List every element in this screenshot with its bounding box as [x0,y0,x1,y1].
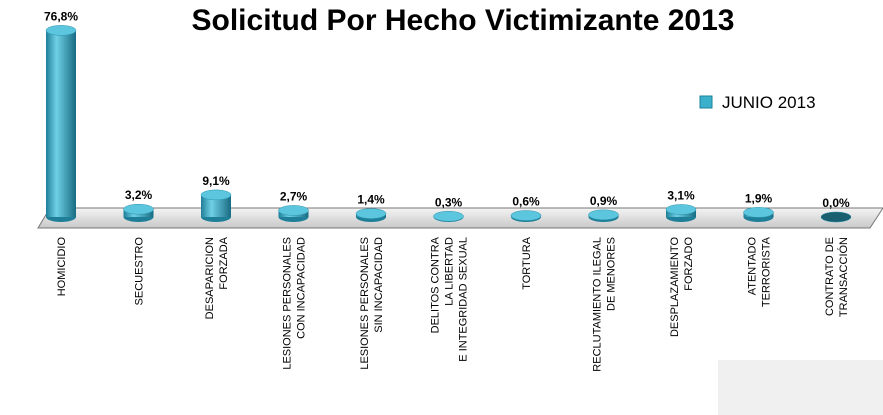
bar [588,209,619,222]
bar [743,207,774,222]
bar [45,25,77,222]
bar-top [743,207,774,218]
x-tick-label: CONTRATO DE [824,237,836,316]
value-label: 1,9% [745,191,773,205]
bar-top [510,210,542,221]
x-tick-label: ATENTADO [747,237,759,296]
x-tick-label: DELITOS CONTRA [430,236,442,333]
value-label: 1,4% [357,193,385,207]
corner-box [718,360,883,415]
value-label: 9,1% [202,174,230,188]
x-tick-label: SIN INCAPACIDAD [373,237,385,333]
value-label: 76,8% [44,9,78,23]
x-tick-label: HOMICIDIO [56,237,68,297]
legend-swatch [699,95,713,109]
x-tick-label: DE MENORES [606,237,618,311]
x-tick-label: E INTEGRIDAD SEXUAL [458,237,470,362]
bar-top [200,189,232,201]
x-tick-label: LA LIBERTAD [444,237,456,306]
x-tick-label: FORZADO [683,237,695,291]
bar [200,189,232,222]
x-tick-label: LESIONES PERSONALES [282,237,294,370]
x-tick-label: TORTURA [521,236,533,289]
value-label: 3,2% [125,188,153,202]
x-tick-label: DESAPARICION [204,237,216,319]
x-tick-label: LESIONES PERSONALES [359,237,371,370]
x-tick-label: DESPLAZAMIENTO [669,237,681,337]
bar-body [201,194,231,217]
chart-title: Solicitud Por Hecho Victimizante 2013 [192,4,735,37]
bar [355,208,387,222]
value-label: 0,6% [512,195,540,209]
x-tick-label: TRANSACCIÓN [837,237,850,317]
bar-body [46,30,76,217]
value-label: 2,7% [280,189,308,203]
bar [278,205,309,222]
x-tick-label: FORZADA [218,236,230,289]
legend-label: JUNIO 2013 [722,93,816,112]
bar [510,210,542,222]
value-label: 0,0% [822,196,850,210]
bar-top [665,204,697,215]
x-tick-label: TERRORISTA [761,236,773,307]
value-label: 0,9% [590,194,618,208]
value-label: 0,3% [435,195,463,209]
value-label: 3,1% [667,188,695,202]
x-tick-label: CON INCAPACIDAD [296,237,308,339]
bar-top [355,208,387,219]
x-tick-label: SECUESTRO [134,237,146,306]
bar-top [433,211,464,222]
bar-top [123,203,154,215]
bar-top [588,209,619,221]
bar [433,211,464,222]
x-tick-label: RECLUTAMIENTO ILEGAL [592,237,604,372]
bar-top [45,25,77,36]
bar [665,204,697,222]
bar-top [820,211,852,223]
bar [123,203,154,222]
bar [820,211,852,223]
bar-top [278,205,309,216]
